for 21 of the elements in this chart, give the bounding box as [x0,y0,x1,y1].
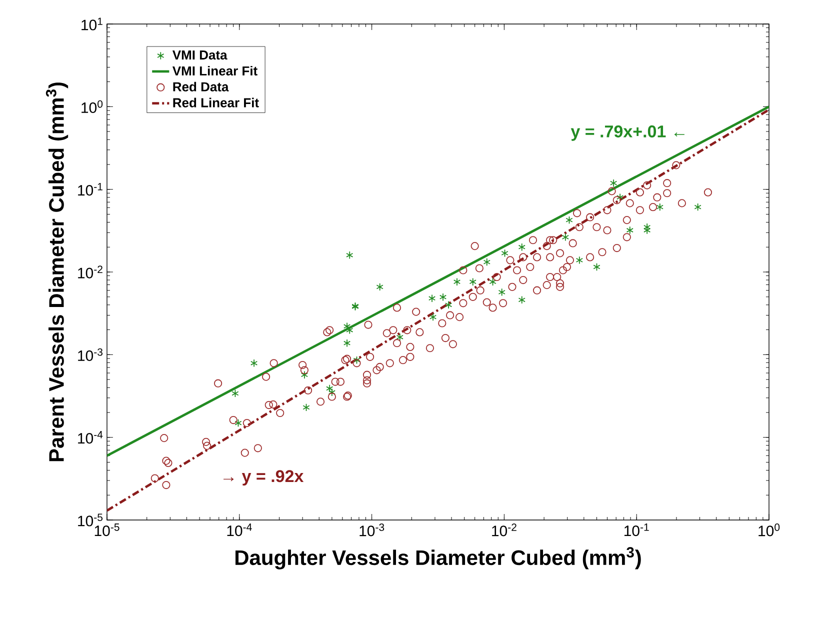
legend-label: VMI Linear Fit [172,66,258,76]
legend-label: Red Linear Fit [173,98,259,108]
y-tick-label: 10$^{-3}$ [78,348,102,362]
x-tick-label: 10$^{-3}$ [360,524,384,536]
annotation: → y = .92x [224,470,304,486]
legend-label: VMI Data [172,50,228,60]
y-tick-label: 10$^{-1}$ [78,183,102,196]
x-axis-title: Daughter Vessels Diameter Cubed (mm$^{3}$) [236,547,641,570]
y-tick-label: 10$^{-2}$ [78,266,102,278]
y-tick-label: 10$^{-5}$ [78,514,103,526]
x-tick-label: 10$^{-5}$ [94,524,120,536]
annotation: y = .79x+.01 ← [570,125,684,141]
y-tick-label: 10$^{0}$ [82,100,103,114]
y-axis-title: Parent Vessels Diameter Cubed (mm$^{3}$) [46,82,68,462]
x-tick-label: 10$^{-4}$ [227,524,252,536]
legend-label: Red Data [173,82,229,92]
y-tick-label: 10$^{1}$ [82,18,102,30]
x-tick-label: 10$^{-2}$ [492,524,516,536]
x-tick-label: 10$^{-1}$ [624,524,649,536]
x-tick-label: 10$^{0}$ [758,524,780,536]
y-tick-label: 10$^{-4}$ [78,431,103,444]
